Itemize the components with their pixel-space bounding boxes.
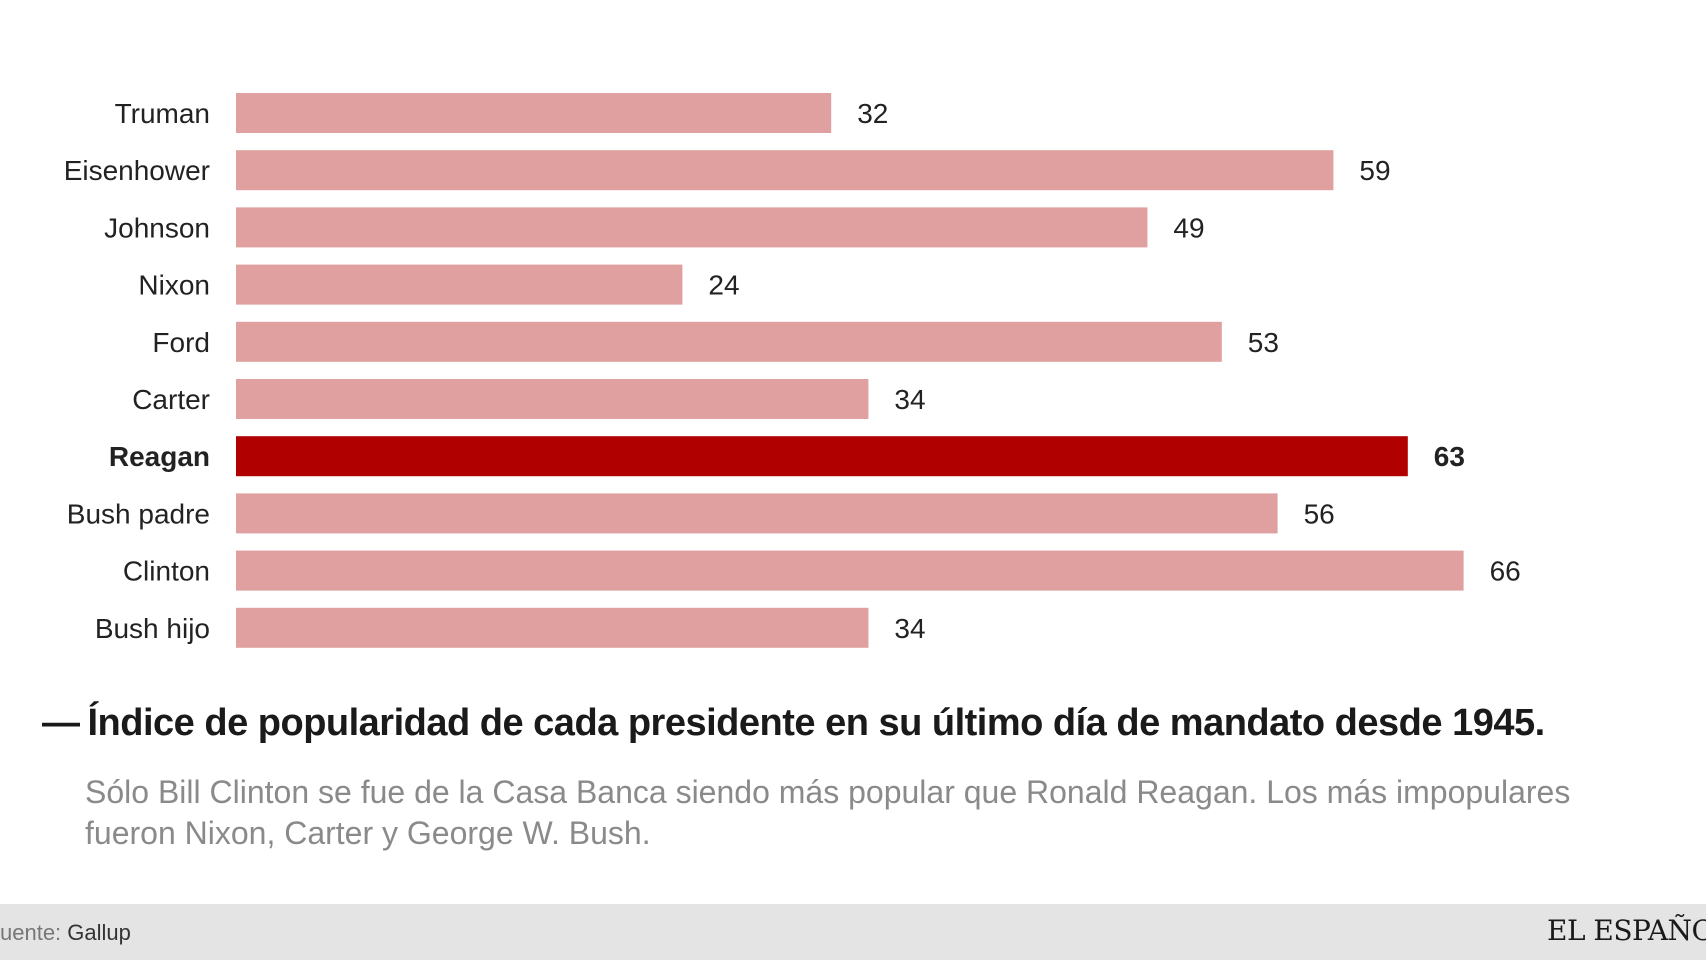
category-label-bush-hijo: Bush hijo [95,613,210,644]
category-label-johnson: Johnson [104,212,210,243]
source-name: Gallup [67,920,131,945]
value-label-clinton: 66 [1490,556,1521,587]
publisher-logo: EL ESPAÑO [1547,914,1706,947]
category-label-eisenhower: Eisenhower [64,155,210,186]
category-label-reagan: Reagan [109,441,210,472]
footer-bar: uente: Gallup EL ESPAÑO [0,904,1706,960]
chart-subtitle: Sólo Bill Clinton se fue de la Casa Banc… [85,774,1571,851]
bar-chart: Truman 32 Eisenhower 59 Johnson 49 Nixon 24 Ford… [64,93,1521,648]
bar-carter [236,379,869,419]
category-label-clinton: Clinton [123,556,210,587]
value-label-nixon: 24 [708,270,739,301]
value-label-johnson: 49 [1173,212,1204,243]
value-label-eisenhower: 59 [1359,155,1390,186]
category-label-truman: Truman [115,98,210,129]
bar-clinton [236,550,1464,591]
category-label-bush-padre: Bush padre [67,498,210,529]
value-label-bush-padre: 56 [1304,498,1335,529]
category-label-ford: Ford [152,327,210,358]
bar-bush-hijo [236,607,869,648]
value-label-ford: 53 [1248,327,1279,358]
value-label-truman: 32 [857,98,888,129]
source-prefix: uente: [0,920,62,945]
headline-dash: — [42,702,80,744]
bar-bush-padre [236,493,1278,534]
bar-johnson [236,207,1148,248]
bar-nixon [236,264,683,305]
bar-truman [236,93,832,133]
category-label-carter: Carter [132,384,210,415]
value-label-bush-hijo: 34 [894,613,925,644]
source-credit: uente: Gallup [0,920,131,946]
bar-eisenhower [236,150,1334,191]
value-label-carter: 34 [894,384,925,415]
chart-headline: — Índice de popularidad de cada president… [42,702,1682,745]
category-label-nixon: Nixon [138,270,210,301]
value-label-reagan: 63 [1434,441,1465,472]
bar-ford [236,321,1222,362]
bar-reagan [236,436,1408,477]
headline-text: Índice de popularidad de cada presidente… [87,702,1546,744]
